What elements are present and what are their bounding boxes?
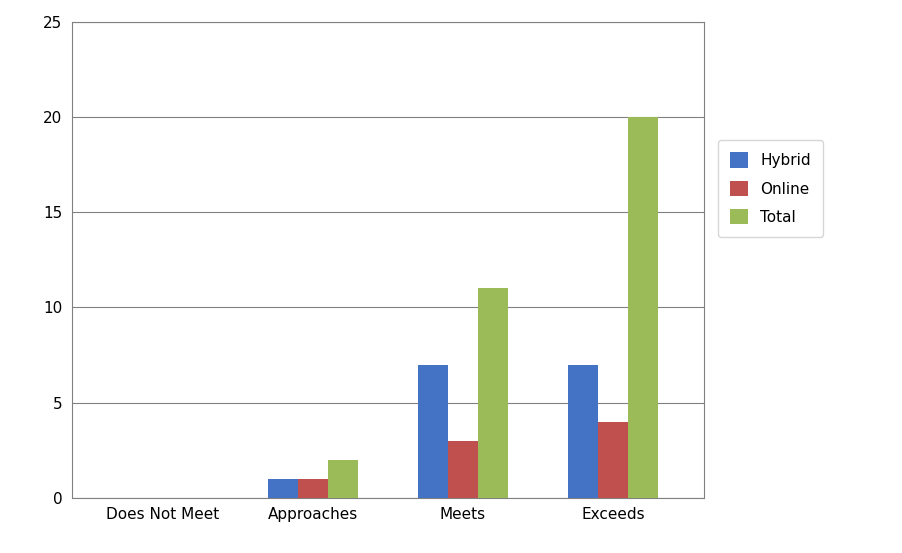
Bar bbox=[598, 421, 629, 498]
Bar bbox=[448, 441, 478, 498]
Bar bbox=[418, 364, 448, 498]
Bar bbox=[568, 364, 598, 498]
Bar bbox=[478, 289, 508, 498]
Legend: Hybrid, Online, Total: Hybrid, Online, Total bbox=[717, 140, 824, 237]
Bar bbox=[629, 117, 658, 498]
Bar bbox=[327, 460, 358, 498]
Bar bbox=[268, 479, 298, 498]
Bar bbox=[298, 479, 327, 498]
